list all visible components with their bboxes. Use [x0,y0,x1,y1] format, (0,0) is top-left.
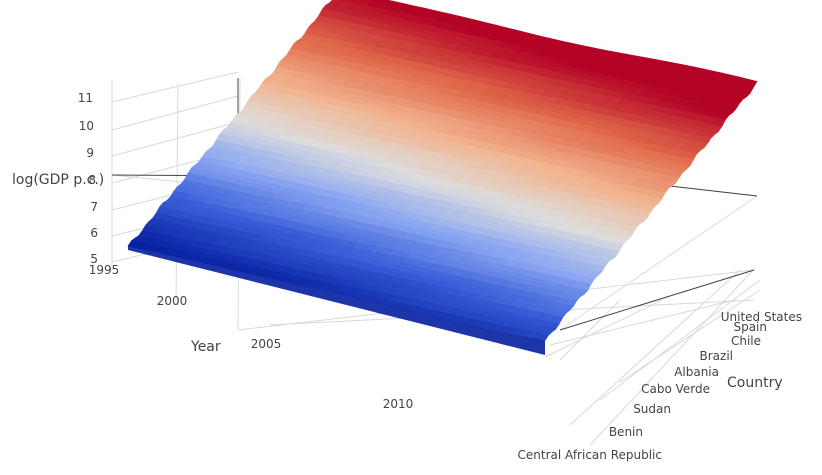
z-axis-title: log(GDP p.c.) [12,172,104,188]
surface-front-edge [128,246,545,355]
x-tick-label: 2005 [251,337,282,351]
y-tick-label: United States [721,310,802,324]
x-tick-label: 2000 [157,294,188,308]
y-tick-label: Sudan [633,402,671,416]
y-tick-label: Central African Republic [518,448,662,462]
z-tick-label: 6 [90,226,98,240]
grid-line [549,299,736,346]
grid-line [111,121,239,157]
grid-line [544,299,663,358]
grid-line [111,95,239,131]
grid-line [569,269,741,426]
y-tick-label: Albania [674,365,719,379]
grid-line [619,289,761,383]
x-tick-label: 1995 [89,263,120,277]
grid-line [559,195,758,331]
y-tick-label: Brazil [700,349,734,363]
tick-layer: 5 6 7 8 9 10 11 1995 2000 2005 2010 Cent… [78,91,802,462]
z-tick-label: 5 [90,252,98,266]
z-tick-label: 11 [78,91,93,105]
grid-line [111,71,239,103]
y-tick-label: Spain [733,320,767,334]
y-tick-label: Benin [609,425,643,439]
y-tick-label: Cabo Verde [641,382,710,396]
y-axis-title: Country [727,375,783,391]
z-tick-label: 8 [88,173,96,187]
x-axis-title: Year [190,339,221,355]
surface-patch [527,331,549,341]
z-tick-label: 9 [86,146,94,160]
y-tick-label: Chile [731,334,761,348]
axis-title-layer: log(GDP p.c.) Year Country [12,172,783,391]
z-tick-label: 10 [79,119,94,133]
z-tick-label: 7 [90,200,98,214]
grid-line [599,279,761,401]
surface-layer [127,0,758,355]
x-tick-label: 2010 [383,397,414,411]
axis-line [559,269,755,331]
grid-line [559,299,621,361]
grid-line [589,267,756,446]
